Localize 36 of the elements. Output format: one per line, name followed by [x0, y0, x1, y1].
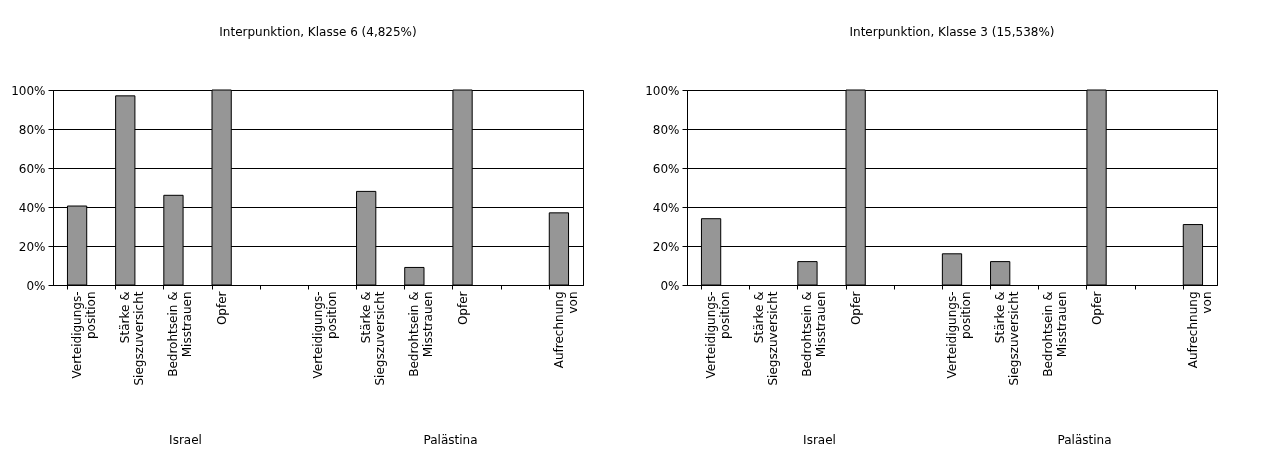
x-tick-label: Verteidigungs- position — [704, 291, 733, 379]
x-tick-label: Bedrohtsein & Misstrauen — [1041, 291, 1070, 377]
bar — [941, 253, 963, 286]
text: Israel — [169, 433, 202, 447]
bar — [990, 261, 1011, 286]
y-tick-label: 100% — [645, 83, 680, 98]
x-tick-label: Aufrechnung von — [1185, 291, 1214, 369]
text: Palästina — [423, 433, 478, 447]
x-tick-label: Opfer — [455, 291, 470, 326]
x-tick-label: Bedrohtsein & Misstrauen — [166, 291, 195, 377]
text: Israel — [803, 433, 836, 447]
y-tick-label: 40% — [18, 200, 46, 215]
y-tick-label: 0% — [26, 278, 46, 293]
x-tick-label: Opfer — [214, 291, 229, 326]
y-tick-label: 40% — [652, 200, 680, 215]
y-tick-label: 60% — [18, 161, 46, 176]
bar — [797, 261, 818, 286]
x-tick-label: Opfer — [848, 291, 863, 326]
x-tick-label: Verteidigungs- position — [311, 291, 339, 379]
y-tick-label: 80% — [652, 122, 680, 137]
x-tick-label: Bedrohtsein & Misstrauen — [407, 291, 436, 377]
x-tick-label: Aufrechnung von — [551, 291, 580, 369]
bar — [404, 266, 425, 286]
y-tick-label: 20% — [652, 239, 680, 254]
y-tick-label: 0% — [660, 278, 680, 293]
chart-title: Interpunktion, Klasse 6 (4,825%) — [219, 25, 417, 39]
y-tick-label: 80% — [18, 122, 46, 137]
y-tick-label: 20% — [18, 239, 46, 254]
x-tick-label: Verteidigungs- position — [945, 291, 973, 379]
x-tick-label: Opfer — [1089, 291, 1104, 326]
x-tick-label: Bedrohtsein & Misstrauen — [800, 291, 829, 377]
y-tick-label: 60% — [652, 161, 680, 176]
text: Palästina — [1057, 433, 1112, 447]
x-tick-label: Verteidigungs- position — [70, 291, 99, 379]
y-tick-label: 100% — [11, 83, 46, 98]
chart-title: Interpunktion, Klasse 3 (15,538%) — [849, 25, 1055, 39]
